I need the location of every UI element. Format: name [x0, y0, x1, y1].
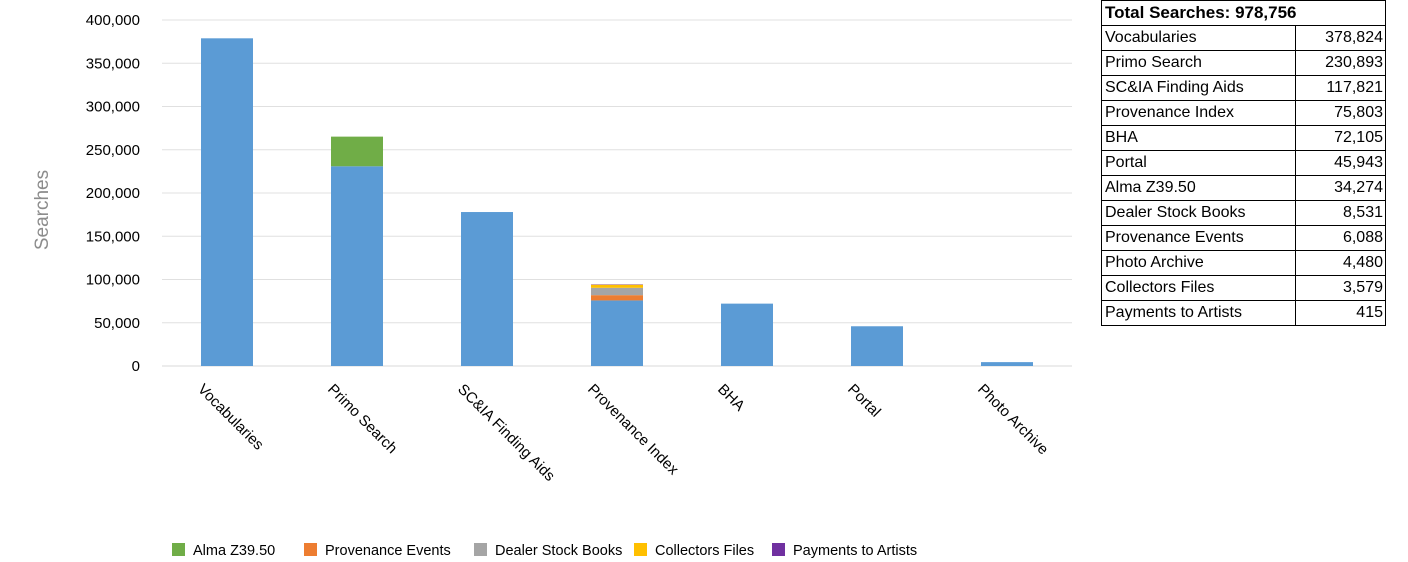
y-axis-title: Searches	[32, 170, 53, 250]
summary-row: Alma Z39.50 34,274	[1101, 175, 1386, 201]
y-axis-tick-labels: 0 50,000 100,000 150,000 200,000 250,000 300,0…	[86, 12, 140, 375]
summary-row: BHA 72,105	[1101, 125, 1386, 151]
x-tick-label: BHA	[714, 381, 748, 415]
bar-segment	[331, 166, 383, 366]
x-tick-label: SC&IA Finding Aids	[454, 381, 558, 485]
legend-label: Provenance Events	[325, 543, 451, 559]
bar-segment	[201, 38, 253, 367]
bar-segment	[461, 212, 513, 366]
legend-swatch	[474, 543, 487, 556]
x-tick-label: Photo Archive	[974, 381, 1051, 458]
summary-row-value: 230,893	[1295, 50, 1386, 76]
summary-row: Collectors Files 3,579	[1101, 275, 1386, 301]
summary-row: Vocabularies 378,824	[1101, 25, 1386, 51]
summary-row-name: Vocabularies	[1101, 25, 1296, 51]
bar-segment	[591, 295, 643, 301]
legend-label: Dealer Stock Books	[495, 543, 622, 559]
summary-row-name: Provenance Events	[1101, 225, 1296, 251]
legend-label: Alma Z39.50	[193, 543, 275, 559]
legend-label: Collectors Files	[655, 543, 754, 559]
summary-row-name: Alma Z39.50	[1101, 175, 1296, 201]
legend-swatch	[772, 543, 785, 556]
summary-row-name: BHA	[1101, 125, 1296, 151]
summary-row-name: Dealer Stock Books	[1101, 200, 1296, 226]
summary-row: Primo Search 230,893	[1101, 50, 1386, 76]
summary-row: Dealer Stock Books 8,531	[1101, 200, 1386, 226]
summary-row-name: Provenance Index	[1101, 100, 1296, 126]
x-tick-label: Primo Search	[324, 381, 400, 457]
bar-segment	[591, 287, 643, 296]
summary-row-name: Collectors Files	[1101, 275, 1296, 301]
summary-row: SC&IA Finding Aids 117,821	[1101, 75, 1386, 101]
legend-swatch	[634, 543, 647, 556]
summary-row-value: 75,803	[1295, 100, 1386, 126]
summary-row-value: 4,480	[1295, 250, 1386, 276]
summary-total-row: Total Searches: 978,756	[1101, 0, 1386, 26]
summary-row: Portal 45,943	[1101, 150, 1386, 176]
legend: Alma Z39.50 Provenance Events Dealer Stock…	[172, 543, 917, 559]
summary-row-name: Payments to Artists	[1101, 300, 1296, 326]
x-tick-label: Provenance Index	[584, 381, 682, 479]
summary-row-value: 378,824	[1295, 25, 1386, 51]
x-axis-tick-labels: Vocabularies Primo Search SC&IA Finding Ai…	[194, 381, 1051, 485]
summary-row-value: 34,274	[1295, 175, 1386, 201]
summary-table: Total Searches: 978,756 Vocabularies 378,…	[1101, 0, 1386, 326]
summary-row-name: Photo Archive	[1101, 250, 1296, 276]
y-tick-label: 250,000	[86, 142, 140, 159]
searches-bar-chart: 0 50,000 100,000 150,000 200,000 250,000 300,0…	[32, 12, 1072, 559]
summary-row: Provenance Events 6,088	[1101, 225, 1386, 251]
legend-swatch	[304, 543, 317, 556]
bar-segment	[591, 284, 643, 288]
summary-row-name: Primo Search	[1101, 50, 1296, 76]
x-tick-label: Portal	[844, 381, 884, 421]
y-tick-label: 100,000	[86, 272, 140, 289]
y-tick-label: 350,000	[86, 55, 140, 72]
y-tick-label: 0	[132, 358, 140, 375]
gridlines	[162, 19, 1072, 367]
y-tick-label: 300,000	[86, 99, 140, 116]
summary-row-value: 72,105	[1295, 125, 1386, 151]
bars	[201, 38, 1033, 367]
bar-segment	[851, 326, 903, 366]
summary-row-value: 6,088	[1295, 225, 1386, 251]
legend-swatch	[172, 543, 185, 556]
summary-row-name: Portal	[1101, 150, 1296, 176]
summary-row-value: 415	[1295, 300, 1386, 326]
summary-row-value: 3,579	[1295, 275, 1386, 301]
summary-row: Payments to Artists 415	[1101, 300, 1386, 326]
bar-segment	[331, 136, 383, 167]
y-tick-label: 200,000	[86, 185, 140, 202]
y-tick-label: 50,000	[94, 315, 140, 332]
summary-row: Photo Archive 4,480	[1101, 250, 1386, 276]
summary-total-label: Total Searches: 978,756	[1101, 0, 1386, 26]
y-tick-label: 150,000	[86, 228, 140, 245]
x-tick-label: Vocabularies	[194, 381, 267, 454]
summary-row-name: SC&IA Finding Aids	[1101, 75, 1296, 101]
y-tick-label: 400,000	[86, 12, 140, 29]
legend-label: Payments to Artists	[793, 543, 917, 559]
summary-row-value: 8,531	[1295, 200, 1386, 226]
summary-row: Provenance Index 75,803	[1101, 100, 1386, 126]
bar-segment	[981, 362, 1033, 366]
bar-segment	[721, 303, 773, 366]
summary-row-value: 45,943	[1295, 150, 1386, 176]
summary-row-value: 117,821	[1295, 75, 1386, 101]
bar-segment	[591, 300, 643, 366]
